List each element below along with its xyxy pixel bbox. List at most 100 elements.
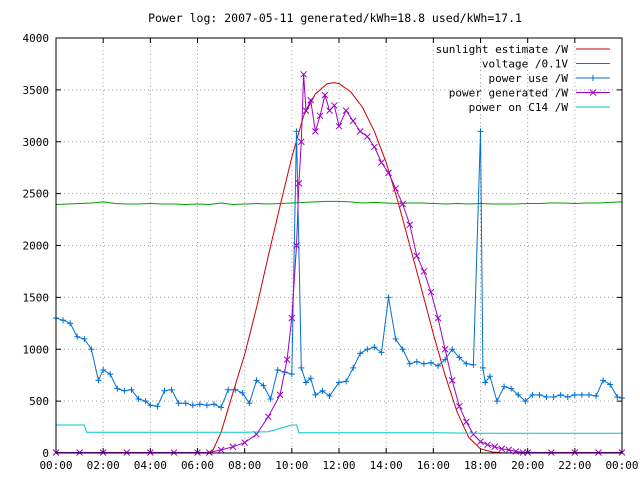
data-point	[463, 360, 470, 367]
data-point	[378, 159, 385, 166]
data-point	[498, 445, 506, 453]
data-point	[225, 386, 232, 393]
data-point	[293, 242, 300, 249]
data-point	[522, 398, 529, 405]
x-tick-label: 12:00	[322, 459, 355, 472]
series-1	[55, 200, 623, 206]
data-point	[470, 430, 477, 438]
data-point	[107, 371, 114, 378]
data-point	[600, 377, 607, 384]
x-tick-label: 02:00	[87, 459, 120, 472]
data-point	[494, 398, 501, 405]
x-tick-label: 16:00	[417, 459, 450, 472]
data-point	[441, 345, 449, 353]
data-point	[413, 252, 421, 260]
data-point	[385, 294, 392, 301]
data-point	[550, 393, 557, 400]
data-point	[161, 387, 168, 394]
data-point	[154, 403, 161, 410]
data-point	[312, 391, 319, 398]
data-point	[100, 367, 107, 373]
data-point	[326, 392, 333, 399]
data-point	[260, 382, 267, 389]
data-point	[571, 391, 578, 398]
data-point	[60, 317, 67, 324]
data-point	[99, 449, 107, 456]
legend-label: sunlight estimate /W	[436, 43, 569, 56]
data-point	[283, 356, 291, 363]
data-point	[267, 396, 274, 403]
data-point	[232, 386, 239, 393]
data-point	[297, 138, 305, 146]
x-tick-label: 14:00	[370, 459, 403, 472]
data-point	[491, 443, 499, 451]
data-point	[392, 335, 399, 342]
data-point	[293, 128, 300, 135]
data-point	[356, 128, 364, 135]
data-point	[330, 102, 338, 109]
data-point	[378, 349, 385, 356]
data-point	[449, 346, 456, 353]
data-point	[300, 70, 307, 78]
data-point	[342, 107, 350, 114]
data-point	[456, 354, 463, 361]
y-tick-label: 3000	[23, 136, 50, 149]
y-tick-label: 2500	[23, 188, 50, 201]
data-point	[182, 400, 189, 407]
data-point	[519, 449, 527, 456]
series-line	[55, 200, 623, 206]
data-point	[585, 391, 592, 398]
data-point	[349, 117, 357, 125]
data-point	[288, 371, 295, 378]
data-point	[350, 364, 357, 371]
data-point	[295, 179, 303, 187]
data-point	[547, 449, 555, 456]
series-line	[56, 424, 622, 434]
data-point	[590, 75, 596, 81]
data-point	[482, 379, 489, 386]
data-point	[123, 449, 131, 456]
data-point	[363, 133, 371, 140]
data-point	[543, 393, 550, 400]
data-point	[477, 438, 484, 445]
data-point	[413, 358, 420, 365]
data-point	[264, 413, 272, 421]
data-point	[364, 346, 371, 353]
data-point	[168, 386, 175, 393]
data-point	[501, 383, 508, 390]
data-point	[529, 391, 536, 398]
data-point	[229, 443, 237, 451]
data-point	[135, 396, 142, 403]
data-point	[246, 400, 253, 407]
data-point	[88, 346, 95, 353]
series-3	[52, 70, 626, 456]
y-tick-label: 1500	[23, 291, 50, 304]
data-point	[435, 362, 442, 369]
x-tick-label: 22:00	[558, 459, 591, 472]
data-point	[343, 378, 350, 385]
y-tick-label: 2000	[23, 240, 50, 253]
data-point	[434, 314, 442, 322]
data-point	[357, 350, 364, 357]
data-point	[319, 387, 326, 394]
data-point	[276, 391, 284, 399]
data-point	[81, 335, 88, 342]
data-point	[593, 392, 600, 399]
legend-label: power generated /W	[449, 87, 569, 100]
x-tick-label: 00:00	[605, 459, 638, 472]
data-point	[298, 364, 305, 371]
data-point	[114, 385, 121, 392]
data-point	[406, 221, 414, 229]
data-point	[462, 418, 470, 426]
legend-label: power use /W	[489, 72, 569, 85]
data-point	[205, 449, 213, 456]
data-point	[571, 449, 579, 456]
x-tick-label: 18:00	[464, 459, 497, 472]
data-point	[524, 449, 532, 456]
data-point	[536, 391, 543, 398]
data-point	[486, 373, 493, 380]
data-point	[336, 379, 342, 386]
data-point	[175, 400, 182, 407]
data-point	[218, 404, 225, 411]
